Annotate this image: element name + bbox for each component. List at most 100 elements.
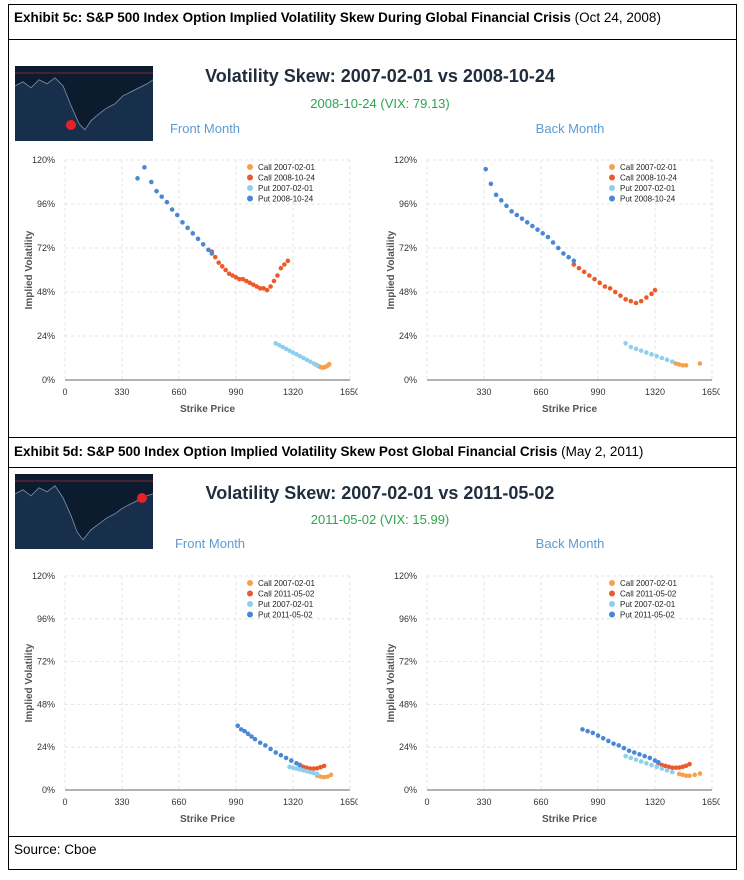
y-tick-label: 96% <box>399 614 417 624</box>
data-point <box>644 350 649 355</box>
data-point <box>230 273 235 278</box>
divider <box>8 467 737 468</box>
y-tick-label: 96% <box>37 199 55 209</box>
x-tick-label: 1650 <box>340 387 358 397</box>
data-point <box>276 342 282 348</box>
y-tick-label: 96% <box>37 614 55 624</box>
x-tick-label: 990 <box>228 797 243 807</box>
data-point <box>297 767 303 772</box>
data-point <box>304 357 310 363</box>
x-tick-label: 1650 <box>702 387 720 397</box>
legend-label: Put 2007-02-01 <box>258 600 314 609</box>
data-point <box>240 276 246 282</box>
data-point <box>652 758 658 763</box>
x-axis-label: Strike Price <box>542 814 597 825</box>
x-tick-label: 660 <box>533 797 548 807</box>
data-point <box>268 284 273 289</box>
x-tick-label: 0 <box>62 387 67 397</box>
data-point <box>555 245 561 251</box>
data-point <box>612 289 618 295</box>
data-point <box>663 763 668 769</box>
data-point <box>180 220 185 225</box>
data-point <box>242 728 247 734</box>
data-point <box>597 280 603 286</box>
data-point <box>314 363 320 368</box>
data-point <box>618 293 623 298</box>
y-tick-label: 24% <box>37 742 55 752</box>
x-tick-label: 330 <box>114 797 129 807</box>
data-point <box>235 723 241 729</box>
legend-marker <box>247 195 253 202</box>
data-point <box>311 766 317 771</box>
data-point <box>273 750 279 755</box>
exhibit-5c-caption: Exhibit 5c: S&P 500 Index Option Implied… <box>14 10 661 25</box>
data-point <box>212 254 218 260</box>
data-point <box>680 363 685 368</box>
data-point <box>304 768 310 774</box>
data-point <box>294 766 299 771</box>
data-point <box>275 273 280 278</box>
data-point <box>301 355 306 361</box>
figure-title: Volatility Skew: 2007-02-01 vs 2008-10-2… <box>205 66 555 86</box>
data-point <box>607 286 613 291</box>
data-point <box>659 355 665 361</box>
data-point <box>656 760 661 765</box>
data-point <box>200 242 206 247</box>
data-point <box>623 753 628 759</box>
legend-label: Call 2007-02-01 <box>258 579 315 588</box>
data-point <box>676 765 682 770</box>
y-tick-label: 48% <box>399 699 417 709</box>
data-point <box>285 258 291 264</box>
x-tick-label: 660 <box>533 387 548 397</box>
y-tick-label: 24% <box>399 331 417 341</box>
data-point <box>288 758 294 763</box>
data-point <box>318 774 323 779</box>
x-tick-label: 1320 <box>645 387 665 397</box>
data-point <box>623 341 628 346</box>
data-point <box>509 209 514 214</box>
legend-label: Put 2011-05-02 <box>258 611 313 620</box>
x-tick-label: 990 <box>590 797 605 807</box>
x-tick-label: 660 <box>171 797 186 807</box>
data-point <box>637 752 642 757</box>
index-thumbnail-image <box>15 66 153 141</box>
data-point <box>611 741 616 746</box>
data-point <box>687 773 692 779</box>
y-tick-label: 120% <box>32 155 55 165</box>
legend-marker <box>609 195 615 202</box>
data-point <box>283 755 289 761</box>
y-tick-label: 0% <box>404 375 417 385</box>
data-point <box>498 198 504 203</box>
data-point <box>647 755 653 761</box>
x-tick-label: 330 <box>476 797 491 807</box>
y-tick-label: 120% <box>394 155 417 165</box>
data-point <box>283 346 289 352</box>
data-point <box>488 181 494 187</box>
data-point <box>307 769 313 775</box>
data-point <box>321 763 327 769</box>
data-point <box>290 350 296 355</box>
exhibit-5d-caption: Exhibit 5d: S&P 500 Index Option Implied… <box>14 444 643 459</box>
data-point <box>271 278 277 284</box>
data-point <box>587 273 592 278</box>
data-point <box>280 344 285 350</box>
date-marker-dot <box>137 493 147 503</box>
x-tick-label: 990 <box>228 387 243 397</box>
data-point <box>273 341 279 346</box>
data-point <box>628 755 634 761</box>
data-point <box>566 254 571 260</box>
data-point <box>245 731 251 737</box>
legend-label: Call 2011-05-02 <box>620 590 677 599</box>
data-point <box>616 743 622 748</box>
y-tick-label: 24% <box>37 331 55 341</box>
x-axis-label: Strike Price <box>542 404 597 415</box>
data-point <box>633 300 639 306</box>
y-tick-label: 48% <box>37 699 55 709</box>
x-axis-label: Strike Price <box>180 814 235 825</box>
data-point <box>154 188 159 194</box>
data-point <box>142 165 147 170</box>
data-point <box>247 280 253 286</box>
data-point <box>226 271 232 276</box>
data-point <box>301 768 306 773</box>
data-point <box>652 287 658 293</box>
